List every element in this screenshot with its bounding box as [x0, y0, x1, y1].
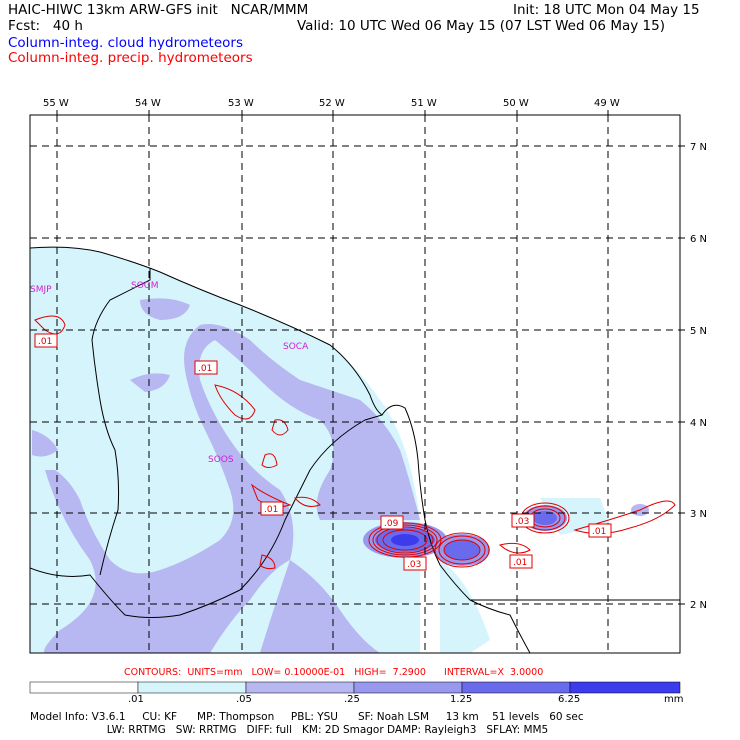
lon-label: 49 W	[594, 98, 620, 109]
coastline	[30, 246, 680, 653]
init-time: Init: 18 UTC Mon 04 May 15	[513, 2, 700, 18]
colorbar-tick: .05	[236, 694, 252, 705]
model-info-line2: LW: RRTMG SW: RRTMG DIFF: full KM: 2D Sm…	[30, 724, 549, 736]
colorbar-segment	[245, 681, 355, 694]
lat-label: 2 N	[690, 600, 707, 611]
tick-marks	[56, 110, 685, 605]
lat-label: 7 N	[690, 142, 707, 153]
colorbar-segment	[461, 681, 571, 694]
lat-label: 6 N	[690, 234, 707, 245]
lat-label: 3 N	[690, 509, 707, 520]
field-precip-label: Column-integ. precip. hydrometeors	[8, 50, 253, 66]
valid-time: Valid: 10 UTC Wed 06 May 15 (07 LST Wed …	[297, 18, 665, 34]
station-label: SOGM	[131, 281, 159, 291]
lon-label: 51 W	[411, 98, 437, 109]
model-info-line1: Model Info: V3.6.1 CU: KF MP: Thompson P…	[30, 711, 584, 723]
contour-label: .01	[592, 527, 606, 537]
contour-label: .01	[198, 364, 212, 374]
graticule	[30, 115, 680, 653]
lon-label: 54 W	[135, 98, 161, 109]
map-frame	[29, 114, 681, 654]
colorbar-unit: mm	[664, 694, 684, 705]
colorbar-tick: 1.25	[450, 694, 473, 705]
map-title: HAIC-HIWC 13km ARW-GFS init NCAR/MMM	[8, 2, 309, 18]
lon-label: 52 W	[319, 98, 345, 109]
contour-label: .01	[513, 558, 527, 568]
lon-label: 55 W	[43, 98, 69, 109]
colorbar-segment	[569, 681, 681, 694]
forecast-hour: Fcst: 40 h	[8, 18, 83, 34]
lat-label: 4 N	[690, 418, 707, 429]
contour-label: .03	[407, 560, 421, 570]
colorbar-tick: 6.25	[558, 694, 581, 705]
colorbar-segment	[29, 681, 139, 694]
station-label: SMJP	[30, 285, 52, 295]
contour-label: .01	[38, 337, 52, 347]
colorbar-segment	[137, 681, 247, 694]
contour-label: .03	[515, 517, 529, 527]
colorbar-segment	[353, 681, 463, 694]
lon-label: 50 W	[503, 98, 529, 109]
colorbar-tick: .01	[128, 694, 144, 705]
field-cloud-label: Column-integ. cloud hydrometeors	[8, 35, 244, 51]
contour-value-labels: .01 .01 .01 .09 .03 .03 .01 .01	[34, 333, 612, 571]
contour-label: .01	[264, 505, 278, 515]
contour-label: .09	[384, 519, 399, 529]
station-label: SOOS	[208, 455, 234, 465]
contours-info: CONTOURS: UNITS=mm LOW= 0.10000E-01 HIGH…	[124, 667, 544, 678]
lon-label: 53 W	[228, 98, 254, 109]
lat-label: 5 N	[690, 326, 707, 337]
colorbar	[29, 681, 681, 694]
colorbar-tick: .25	[344, 694, 360, 705]
station-label: SOCA	[283, 342, 309, 352]
